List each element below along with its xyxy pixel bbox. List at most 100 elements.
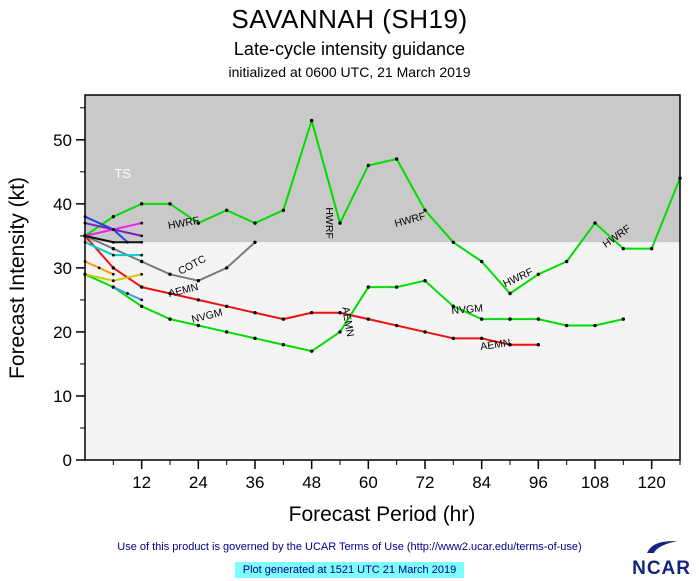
series-HWRF-point xyxy=(196,221,201,225)
series-AEMN-point xyxy=(423,330,427,334)
series-NVGM-point xyxy=(593,323,597,328)
series-COTC-point xyxy=(224,266,229,270)
series-HWRF-point xyxy=(253,221,257,225)
series-HWRF-point xyxy=(451,240,456,244)
series-NVGM-point xyxy=(196,323,201,328)
series-NVGM-point xyxy=(536,317,541,321)
x-tick-label: 12 xyxy=(132,473,151,492)
x-tick-label: 72 xyxy=(416,473,435,492)
plot-generated-text: Plot generated at 1521 UTC 21 March 2019 xyxy=(234,562,465,578)
short-aid-2-point xyxy=(126,292,129,295)
series-AEMN-point xyxy=(479,336,484,341)
annotation-hwrf: HWRF xyxy=(323,207,335,239)
x-tick-label: 36 xyxy=(246,473,265,492)
series-COTC-point xyxy=(139,259,144,264)
short-aid-2-point xyxy=(140,298,144,302)
x-tick-label: 24 xyxy=(189,473,208,492)
y-tick-label: 40 xyxy=(53,195,72,214)
series-HWRF-point xyxy=(593,221,597,225)
series-AEMN-point xyxy=(394,323,399,328)
series-HWRF-point xyxy=(508,291,512,296)
short-aid-4-point xyxy=(111,228,115,231)
series-AEMN-point xyxy=(508,343,512,347)
short-aid-4-point xyxy=(140,234,144,238)
annotation-aemn: AEMN xyxy=(480,337,512,353)
series-HWRF-point xyxy=(536,272,541,276)
y-tick-label: 30 xyxy=(53,259,72,278)
annotation-ts: TS xyxy=(114,166,131,181)
series-NVGM-point xyxy=(224,330,229,334)
series-HWRF-point xyxy=(649,246,654,251)
series-NVGM-point xyxy=(479,317,484,321)
annotation-aemn: AEMN xyxy=(339,306,356,338)
series-COTC-point xyxy=(111,246,116,251)
ncar-wing-icon xyxy=(646,541,677,553)
x-tick-label: 108 xyxy=(581,473,609,492)
ncar-logo-text: NCAR xyxy=(632,558,691,579)
x-tick-label: 120 xyxy=(637,473,665,492)
short-aid-5-point xyxy=(140,253,144,257)
ts-region xyxy=(85,95,680,243)
series-COTC-point xyxy=(168,272,172,276)
series-HWRF-point xyxy=(309,118,314,123)
series-NVGM-point xyxy=(423,279,427,283)
series-HWRF-point xyxy=(281,208,286,212)
y-axis-title: Forecast Intensity (kt) xyxy=(6,177,29,379)
series-HWRF-point xyxy=(168,202,172,206)
x-tick-label: 60 xyxy=(359,473,378,492)
series-COTC-point xyxy=(196,279,201,283)
x-tick-label: 96 xyxy=(529,473,548,492)
page-subtitle: Late-cycle intensity guidance xyxy=(233,39,466,59)
short-aid-3-point xyxy=(140,221,144,225)
init-time-label: initialized at 0600 UTC, 21 March 2019 xyxy=(228,64,471,80)
ucar-terms-text: Use of this product is governed by the U… xyxy=(117,541,582,553)
series-AEMN-point xyxy=(253,311,257,315)
series-HWRF-point xyxy=(564,259,569,264)
series-HWRF-point xyxy=(139,202,144,206)
series-HWRF-point xyxy=(621,246,626,251)
series-COTC-point xyxy=(253,240,257,244)
series-AEMN-point xyxy=(366,317,371,321)
ncar-logo: NCAR xyxy=(632,540,691,578)
series-NVGM-point xyxy=(338,330,342,334)
series-HWRF-point xyxy=(338,221,342,225)
short-aid-7-point xyxy=(140,272,144,276)
series-AEMN-point xyxy=(224,304,229,309)
series-NVGM-point xyxy=(394,285,399,289)
short-aid-8-point xyxy=(140,240,144,244)
plot-generated-line: Plot generated at 1521 UTC 21 March 2019 xyxy=(0,560,699,578)
title-block: SAVANNAH (SH19) Late-cycle intensity gui… xyxy=(0,0,699,80)
series-AEMN-point xyxy=(111,266,116,270)
series-HWRF-point xyxy=(423,208,427,212)
series-NVGM-point xyxy=(139,304,144,309)
short-aid-7-point xyxy=(111,279,115,283)
annotation-nvgm: NVGM xyxy=(451,302,483,317)
series-AEMN-point xyxy=(309,311,314,315)
short-aid-5-point xyxy=(111,253,115,257)
series-AEMN-point xyxy=(196,298,201,302)
short-aid-8-point xyxy=(111,240,115,244)
series-NVGM-line xyxy=(84,273,624,353)
page-title: SAVANNAH (SH19) xyxy=(231,4,468,34)
x-axis-title: Forecast Period (hr) xyxy=(289,503,476,526)
series-AEMN-point xyxy=(451,336,456,341)
series-AEMN-point xyxy=(139,285,144,289)
series-HWRF-point xyxy=(366,163,371,168)
y-tick-label: 50 xyxy=(53,131,72,150)
series-NVGM-point xyxy=(564,323,569,328)
series-NVGM-point xyxy=(168,317,172,321)
series-AEMN-point xyxy=(281,317,286,321)
series-HWRF-point xyxy=(111,214,116,219)
series-AEMN-point xyxy=(168,291,172,296)
series-NVGM-point xyxy=(253,336,257,341)
series-NVGM-point xyxy=(508,317,512,321)
below-ts-region xyxy=(85,242,680,460)
x-tick-label: 48 xyxy=(302,473,321,492)
series-HWRF-point xyxy=(224,208,229,212)
y-tick-label: 10 xyxy=(53,387,72,406)
series-NVGM-point xyxy=(451,304,456,309)
series-NVGM-point xyxy=(309,349,314,353)
axis-ticks: 12 24 36 48 60 72 84 96 108 120 0 10 20 30 40 50 xyxy=(53,107,681,492)
series-lines xyxy=(83,118,682,353)
